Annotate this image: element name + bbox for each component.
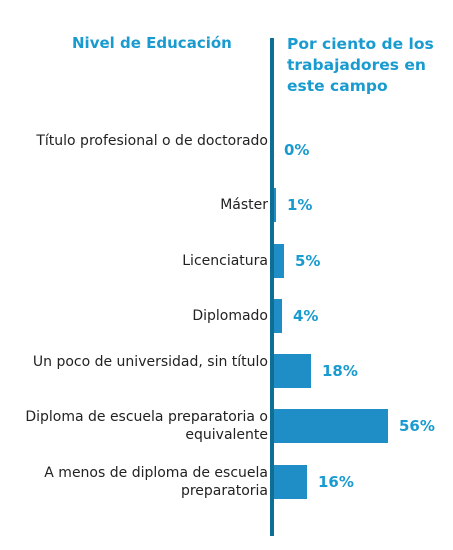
value-label: 16%	[318, 473, 354, 491]
category-label: Máster	[220, 197, 268, 213]
value-label: 5%	[295, 252, 321, 270]
category-label: Título profesional o de doctorado	[36, 133, 268, 149]
value-label: 4%	[293, 307, 319, 325]
bar	[274, 409, 388, 443]
category-label: Licenciatura	[182, 253, 268, 269]
bar	[274, 244, 284, 278]
category-label: Un poco de universidad, sin título	[32, 354, 268, 370]
bar	[274, 188, 276, 222]
value-label: 56%	[399, 417, 435, 435]
bar	[274, 299, 282, 333]
value-label: 1%	[287, 196, 313, 214]
category-label: Diploma de escuela preparatoria o equiva…	[25, 409, 268, 443]
chart-axis	[270, 38, 274, 536]
value-label: 18%	[322, 362, 358, 380]
bar	[274, 354, 311, 388]
category-label: Diplomado	[192, 308, 268, 324]
header-education-level: Nivel de Educación	[72, 34, 232, 52]
category-label: A menos de diploma de escuela preparator…	[44, 465, 268, 499]
value-label: 0%	[284, 141, 310, 159]
header-percent-workers: Por ciento de los trabajadores en este c…	[287, 35, 434, 95]
bar	[274, 465, 307, 499]
